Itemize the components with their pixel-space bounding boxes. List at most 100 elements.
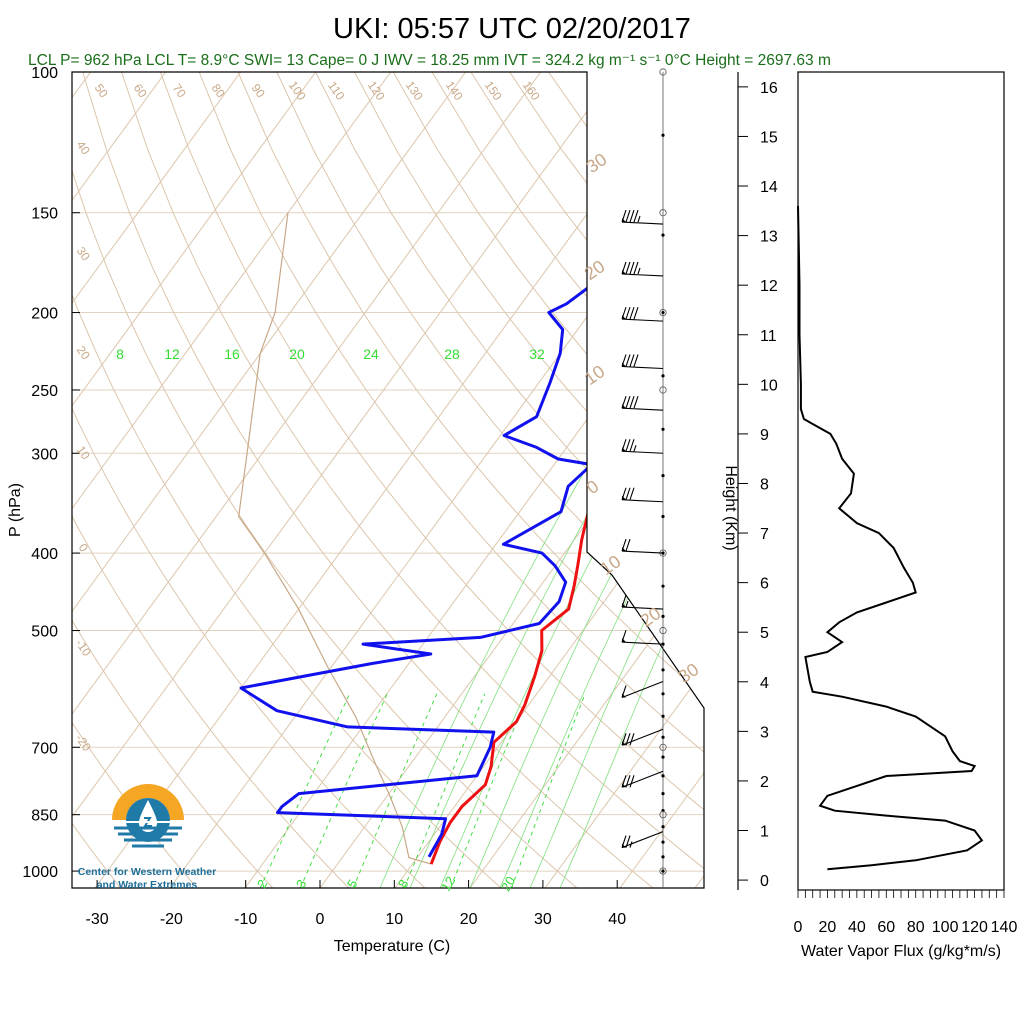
moist-adiabat-line xyxy=(439,353,704,888)
dry-adiabat-line xyxy=(72,72,121,888)
barb-shaft xyxy=(621,641,664,645)
flux-tick-label: 40 xyxy=(848,919,866,936)
mixing-ratio-line xyxy=(403,693,486,888)
barb-head xyxy=(622,638,626,643)
barb-full xyxy=(625,354,631,367)
moist-adiabat-line xyxy=(499,353,704,888)
barb-dot xyxy=(661,755,665,759)
barb-head xyxy=(622,269,626,274)
barb-head xyxy=(622,547,626,552)
isotherm-line xyxy=(72,72,392,888)
x-tick-label: -30 xyxy=(86,911,109,928)
isotherm-line xyxy=(72,72,317,888)
isotherm-line xyxy=(169,72,704,888)
flux-tick-label: 80 xyxy=(907,919,925,936)
barb-full xyxy=(625,439,631,452)
dry-adiabat-line xyxy=(548,72,704,888)
dry-adiabat-label: 90 xyxy=(249,81,268,100)
barb-full xyxy=(629,733,635,746)
parcel-line xyxy=(238,212,432,865)
x-tick-label: 30 xyxy=(534,911,552,928)
y-tick-label: 250 xyxy=(31,383,58,400)
x-tick-label: -10 xyxy=(234,911,257,928)
y-tick-label: 300 xyxy=(31,446,58,463)
moist-adiabat-line xyxy=(379,353,655,888)
mixing-ratio-label: 12 xyxy=(438,874,458,894)
barb-full xyxy=(629,354,635,367)
dry-adiabat-line xyxy=(237,72,704,888)
barb-head xyxy=(622,741,626,746)
barb-full xyxy=(633,209,639,223)
y-tick-label: 1000 xyxy=(22,864,58,881)
x-tick-label: 0 xyxy=(316,911,325,928)
barb-shaft xyxy=(621,273,664,277)
barb-full xyxy=(633,306,639,320)
barb-full xyxy=(625,261,631,275)
barb-half xyxy=(629,841,633,848)
barb-full xyxy=(629,306,635,320)
barb-calm-circle xyxy=(659,68,667,76)
x-tick-label: -20 xyxy=(160,911,183,928)
mixing-ratio-line xyxy=(450,693,529,888)
isotherm-line xyxy=(319,72,704,888)
barb-dot xyxy=(661,642,665,646)
logo-text-line2: and Water Extremes xyxy=(97,879,198,891)
height-tick-label: 7 xyxy=(760,526,769,543)
dry-adiabat-label: 150 xyxy=(482,78,505,103)
wind-barb xyxy=(621,728,664,746)
isotherm-line xyxy=(94,72,692,888)
barb-calm-circle xyxy=(659,867,667,875)
y-tick-label: 150 xyxy=(31,206,58,223)
skewt-frame xyxy=(71,71,705,889)
flux-tick-label: 0 xyxy=(794,919,803,936)
barb-shaft xyxy=(621,221,664,225)
barb-half xyxy=(637,267,641,275)
barb-half xyxy=(625,600,629,608)
x-axis-label: Temperature (C) xyxy=(334,938,450,955)
logo-drop-icon xyxy=(139,800,157,832)
isotherm-line xyxy=(619,72,704,888)
barb-dot xyxy=(661,714,665,718)
barb-dot xyxy=(661,855,665,859)
dry-adiabat-label: -10 xyxy=(73,637,95,660)
wind-barb xyxy=(621,538,664,554)
dry-adiabat-line xyxy=(72,72,426,888)
y-tick-label: 100 xyxy=(31,65,58,82)
chart-title: UKI: 05:57 UTC 02/20/2017 xyxy=(333,13,691,45)
barb-head xyxy=(622,447,626,452)
dry-adiabat-line xyxy=(121,72,704,888)
barb-head xyxy=(622,693,626,698)
barb-full xyxy=(625,775,631,788)
barb-calm-circle xyxy=(659,209,667,217)
dry-adiabat-line xyxy=(198,72,704,888)
dry-adiabat-label: 110 xyxy=(325,79,348,103)
barb-calm-circle xyxy=(659,811,667,819)
barb-dot xyxy=(661,514,665,519)
barb-full xyxy=(633,396,639,409)
barb-head xyxy=(622,783,626,788)
height-tick-label: 1 xyxy=(760,824,769,841)
mixing-ratio-label: 24 xyxy=(363,346,379,362)
barb-full xyxy=(625,538,631,552)
isotherm-line xyxy=(72,72,542,888)
isotherm-line xyxy=(72,72,467,888)
barb-shaft xyxy=(621,407,664,411)
isotherm-label: 20 xyxy=(637,603,665,631)
wind-barb xyxy=(621,770,664,788)
y-axis-label: P (hPa) xyxy=(7,483,24,537)
wind-barb xyxy=(621,354,664,370)
barb-calm-circle xyxy=(659,386,667,394)
wind-barb xyxy=(621,261,664,277)
barb-dot xyxy=(661,825,665,829)
barb-dot xyxy=(661,133,665,137)
barb-calm-circle xyxy=(659,626,667,635)
flux-axis-label: Water Vapor Flux (g/kg*m/s) xyxy=(801,943,1001,960)
dry-adiabat-line xyxy=(276,72,704,888)
isotherm-line xyxy=(544,72,704,888)
barb-shaft xyxy=(621,681,664,699)
barb-full xyxy=(629,775,635,788)
barb-shaft xyxy=(621,606,664,610)
height-tick-label: 13 xyxy=(760,229,778,246)
height-tick-label: 2 xyxy=(760,774,769,791)
dry-adiabat-line xyxy=(159,72,704,888)
